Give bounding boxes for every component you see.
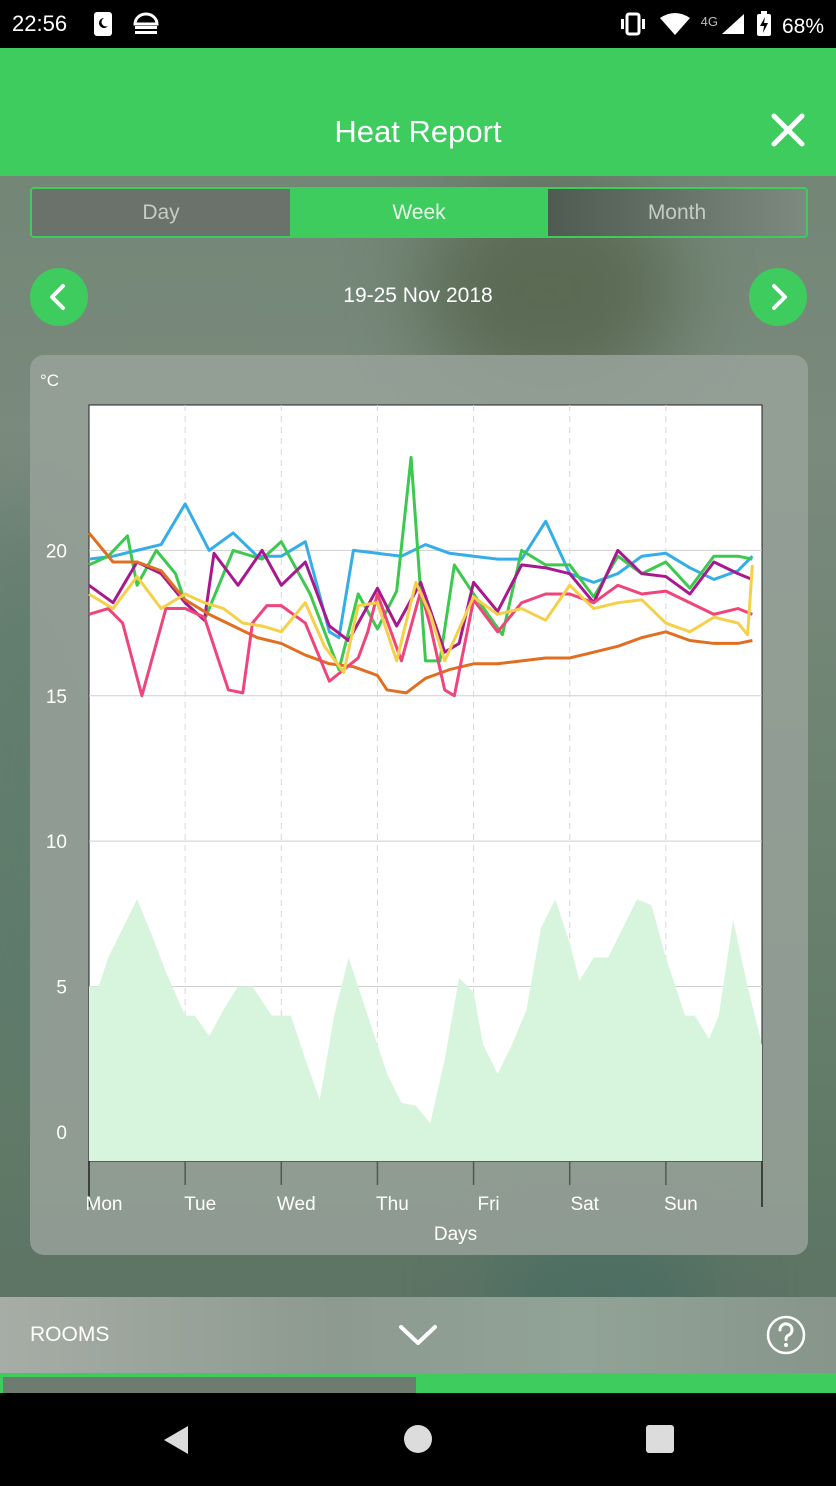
wifi-icon: [659, 12, 691, 42]
phone-moon-icon: [92, 10, 114, 43]
x-tick-label: Mon: [86, 1194, 123, 1215]
series-line-4: [88, 583, 753, 698]
chevron-down-icon[interactable]: [398, 1323, 438, 1352]
x-tick-label: Tue: [184, 1194, 216, 1215]
prev-period-button[interactable]: [30, 268, 88, 326]
battery-percent: 68%: [781, 15, 824, 38]
y-tick-label: 0: [56, 1123, 67, 1144]
rooms-bar[interactable]: ROOMS: [0, 1297, 836, 1373]
home-icon[interactable]: [403, 1424, 433, 1459]
close-icon[interactable]: [768, 110, 808, 150]
x-tick-label: Wed: [277, 1194, 316, 1215]
back-icon[interactable]: [160, 1423, 192, 1462]
next-period-button[interactable]: [749, 268, 807, 326]
y-tick-label: 10: [46, 832, 67, 853]
x-tick-label: Sun: [664, 1194, 698, 1215]
date-range-label: 19-25 Nov 2018: [343, 284, 493, 307]
recents-icon[interactable]: [645, 1424, 675, 1459]
chart-card: 0 5 10 15 20 Mon Tue Wed Thu Fri Sat Sun °C Days: [30, 355, 808, 1255]
outdoor-temperature-area: [89, 899, 762, 1161]
status-bar: 22:56 4G 68%: [0, 0, 836, 48]
rooms-label: ROOMS: [30, 1323, 110, 1346]
vibrate-icon: [617, 12, 649, 42]
status-icons: 4G 68%: [617, 11, 824, 43]
page-title: Heat Report: [334, 114, 502, 149]
y-tick-label: 20: [46, 541, 67, 562]
x-tick-label: Fri: [477, 1194, 499, 1215]
tab-month[interactable]: Month: [548, 189, 806, 236]
signal-icon: [720, 12, 746, 42]
android-nav-bar: [0, 1393, 836, 1486]
tab-day[interactable]: Day: [32, 189, 290, 236]
period-tabs: Day Week Month: [30, 187, 808, 238]
temperature-chart: 0 5 10 15 20 Mon Tue Wed Thu Fri Sat Sun °C Days: [40, 371, 763, 1245]
chevron-right-icon: [772, 284, 787, 310]
y-tick-label: 5: [56, 978, 67, 999]
y-axis-label: °C: [40, 371, 59, 390]
series-line-0: [88, 502, 754, 640]
progress-bar: [0, 1373, 836, 1393]
help-icon[interactable]: [766, 1315, 806, 1360]
series-line-3: [87, 531, 753, 695]
chevron-left-icon: [50, 284, 65, 310]
android-icon: [132, 12, 160, 43]
x-axis-label: Days: [434, 1224, 477, 1245]
series-line-5: [88, 564, 754, 675]
y-tick-label: 15: [46, 687, 67, 708]
progress-track-remaining: [3, 1377, 416, 1393]
network-type: 4G: [700, 13, 718, 29]
status-time: 22:56: [12, 11, 68, 36]
header-bar: Heat Report: [0, 48, 836, 176]
tab-week[interactable]: Week: [290, 189, 548, 236]
x-tick-label: Thu: [376, 1194, 409, 1215]
x-tick-label: Sat: [570, 1194, 599, 1215]
battery-icon: [756, 11, 772, 43]
